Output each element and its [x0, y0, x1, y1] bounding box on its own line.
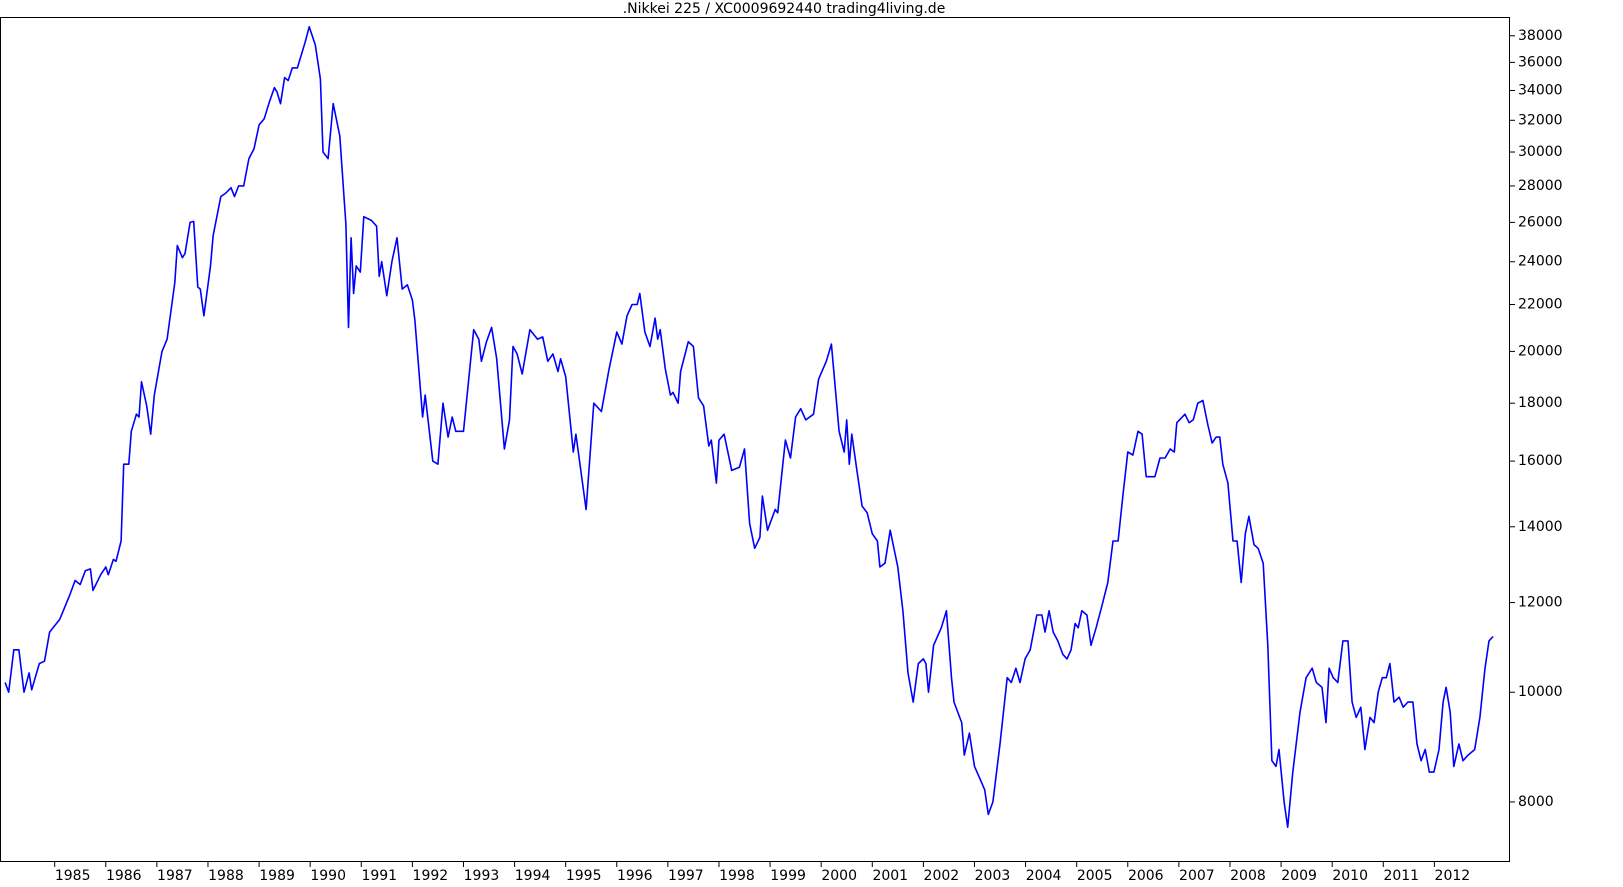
y-tick-label: 34000: [1518, 82, 1563, 98]
price-line: [4, 26, 1494, 828]
x-tick-label: 2012: [1435, 868, 1471, 884]
x-tick-label: 1996: [617, 868, 653, 884]
x-tick-label: 1985: [55, 868, 91, 884]
plot-frame: [0, 17, 1510, 862]
y-tick-label: 24000: [1518, 254, 1563, 270]
x-tick-label: 2009: [1281, 868, 1317, 884]
chart-title: .Nikkei 225 / XC0009692440 trading4livin…: [623, 1, 946, 17]
y-tick-label: 30000: [1518, 144, 1563, 160]
y-tick-label: 18000: [1518, 395, 1563, 411]
x-tick-label: 2007: [1179, 868, 1215, 884]
x-tick-label: 1997: [668, 868, 704, 884]
x-tick-label: 1998: [719, 868, 755, 884]
x-tick-label: 2001: [872, 868, 908, 884]
y-tick-label: 10000: [1518, 684, 1563, 700]
x-tick-label: 2003: [975, 868, 1011, 884]
x-tick-label: 1989: [259, 868, 295, 884]
y-tick-label: 8000: [1518, 794, 1554, 810]
x-tick-label: 2004: [1026, 868, 1062, 884]
x-tick-label: 2008: [1230, 868, 1266, 884]
x-tick-label: 1991: [361, 868, 397, 884]
y-tick-label: 22000: [1518, 297, 1563, 313]
x-tick-label: 1992: [413, 868, 449, 884]
x-tick-label: 2000: [821, 868, 857, 884]
y-tick-label: 14000: [1518, 519, 1563, 535]
y-tick-label: 28000: [1518, 178, 1563, 194]
y-tick-label: 12000: [1518, 595, 1563, 611]
x-tick-label: 2010: [1332, 868, 1368, 884]
y-tick-label: 32000: [1518, 112, 1563, 128]
x-tick-label: 2005: [1077, 868, 1113, 884]
x-tick-label: 1986: [106, 868, 142, 884]
x-tick-label: 1994: [515, 868, 551, 884]
x-tick-label: 2002: [924, 868, 960, 884]
x-tick-label: 1993: [464, 868, 500, 884]
x-tick-label: 2006: [1128, 868, 1164, 884]
x-tick-label: 1990: [310, 868, 346, 884]
x-tick-label: 2011: [1383, 868, 1419, 884]
x-tick-label: 1995: [566, 868, 602, 884]
y-tick-label: 16000: [1518, 453, 1563, 469]
x-tick-label: 1999: [770, 868, 806, 884]
y-tick-label: 20000: [1518, 343, 1563, 359]
y-tick-label: 38000: [1518, 28, 1563, 44]
x-tick-label: 1988: [208, 868, 244, 884]
y-tick-label: 26000: [1518, 214, 1563, 230]
x-tick-label: 1987: [157, 868, 193, 884]
y-tick-label: 36000: [1518, 54, 1563, 70]
